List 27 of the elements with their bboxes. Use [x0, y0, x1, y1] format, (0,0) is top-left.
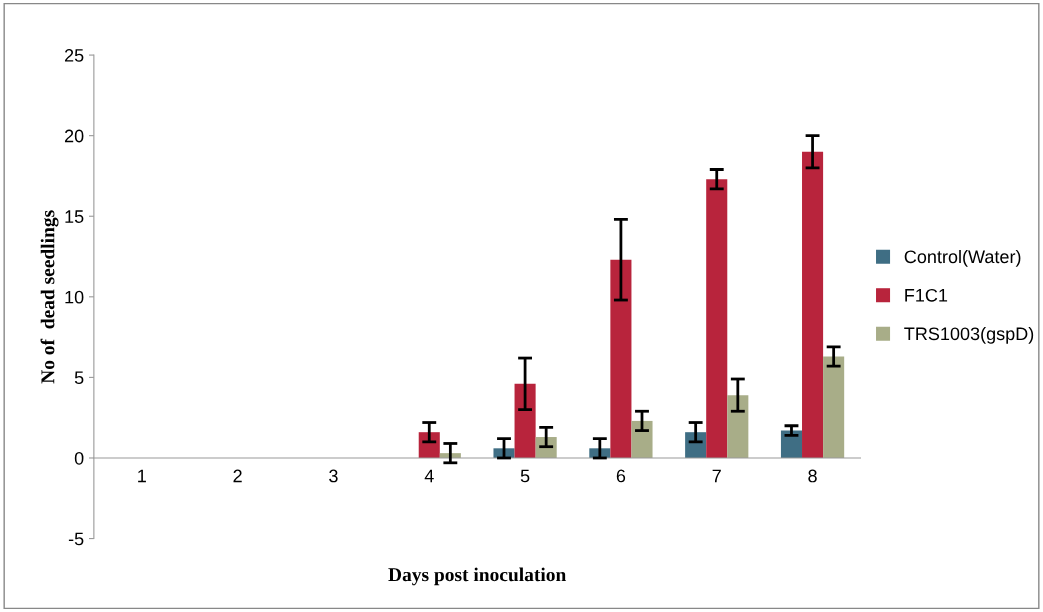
bar	[823, 356, 845, 458]
x-tick-label: 1	[138, 469, 146, 483]
y-tick-label: 20	[64, 129, 84, 143]
x-tick-label: 5	[520, 469, 530, 483]
x-tick-label: 3	[329, 469, 338, 483]
y-tick-label: -5	[68, 532, 84, 546]
bar	[706, 179, 728, 458]
x-tick-label: 6	[616, 469, 626, 483]
bar	[514, 383, 536, 458]
x-tick-label: 7	[712, 469, 721, 483]
bar	[802, 151, 824, 458]
y-axis-title: No of dead seedlings	[40, 210, 59, 384]
x-axis-title: Days post inoculation	[388, 567, 567, 586]
x-tick-label: 4	[424, 469, 434, 483]
y-tick-label: 0	[74, 451, 84, 465]
bar	[631, 420, 653, 458]
y-tick-label: 10	[65, 290, 84, 304]
y-tick-label: 5	[74, 371, 84, 385]
y-tick-label: 15	[65, 210, 84, 223]
x-tick-label: 8	[808, 469, 817, 483]
legend-label: F1C1	[905, 288, 948, 302]
bar	[727, 395, 749, 458]
bar	[610, 259, 632, 458]
legend-label: Control(Water)	[904, 249, 1021, 267]
legend-label: TRS1003(gspD)	[904, 326, 1034, 344]
x-tick-label: 2	[233, 469, 242, 483]
y-tick-label: 25	[64, 49, 84, 62]
